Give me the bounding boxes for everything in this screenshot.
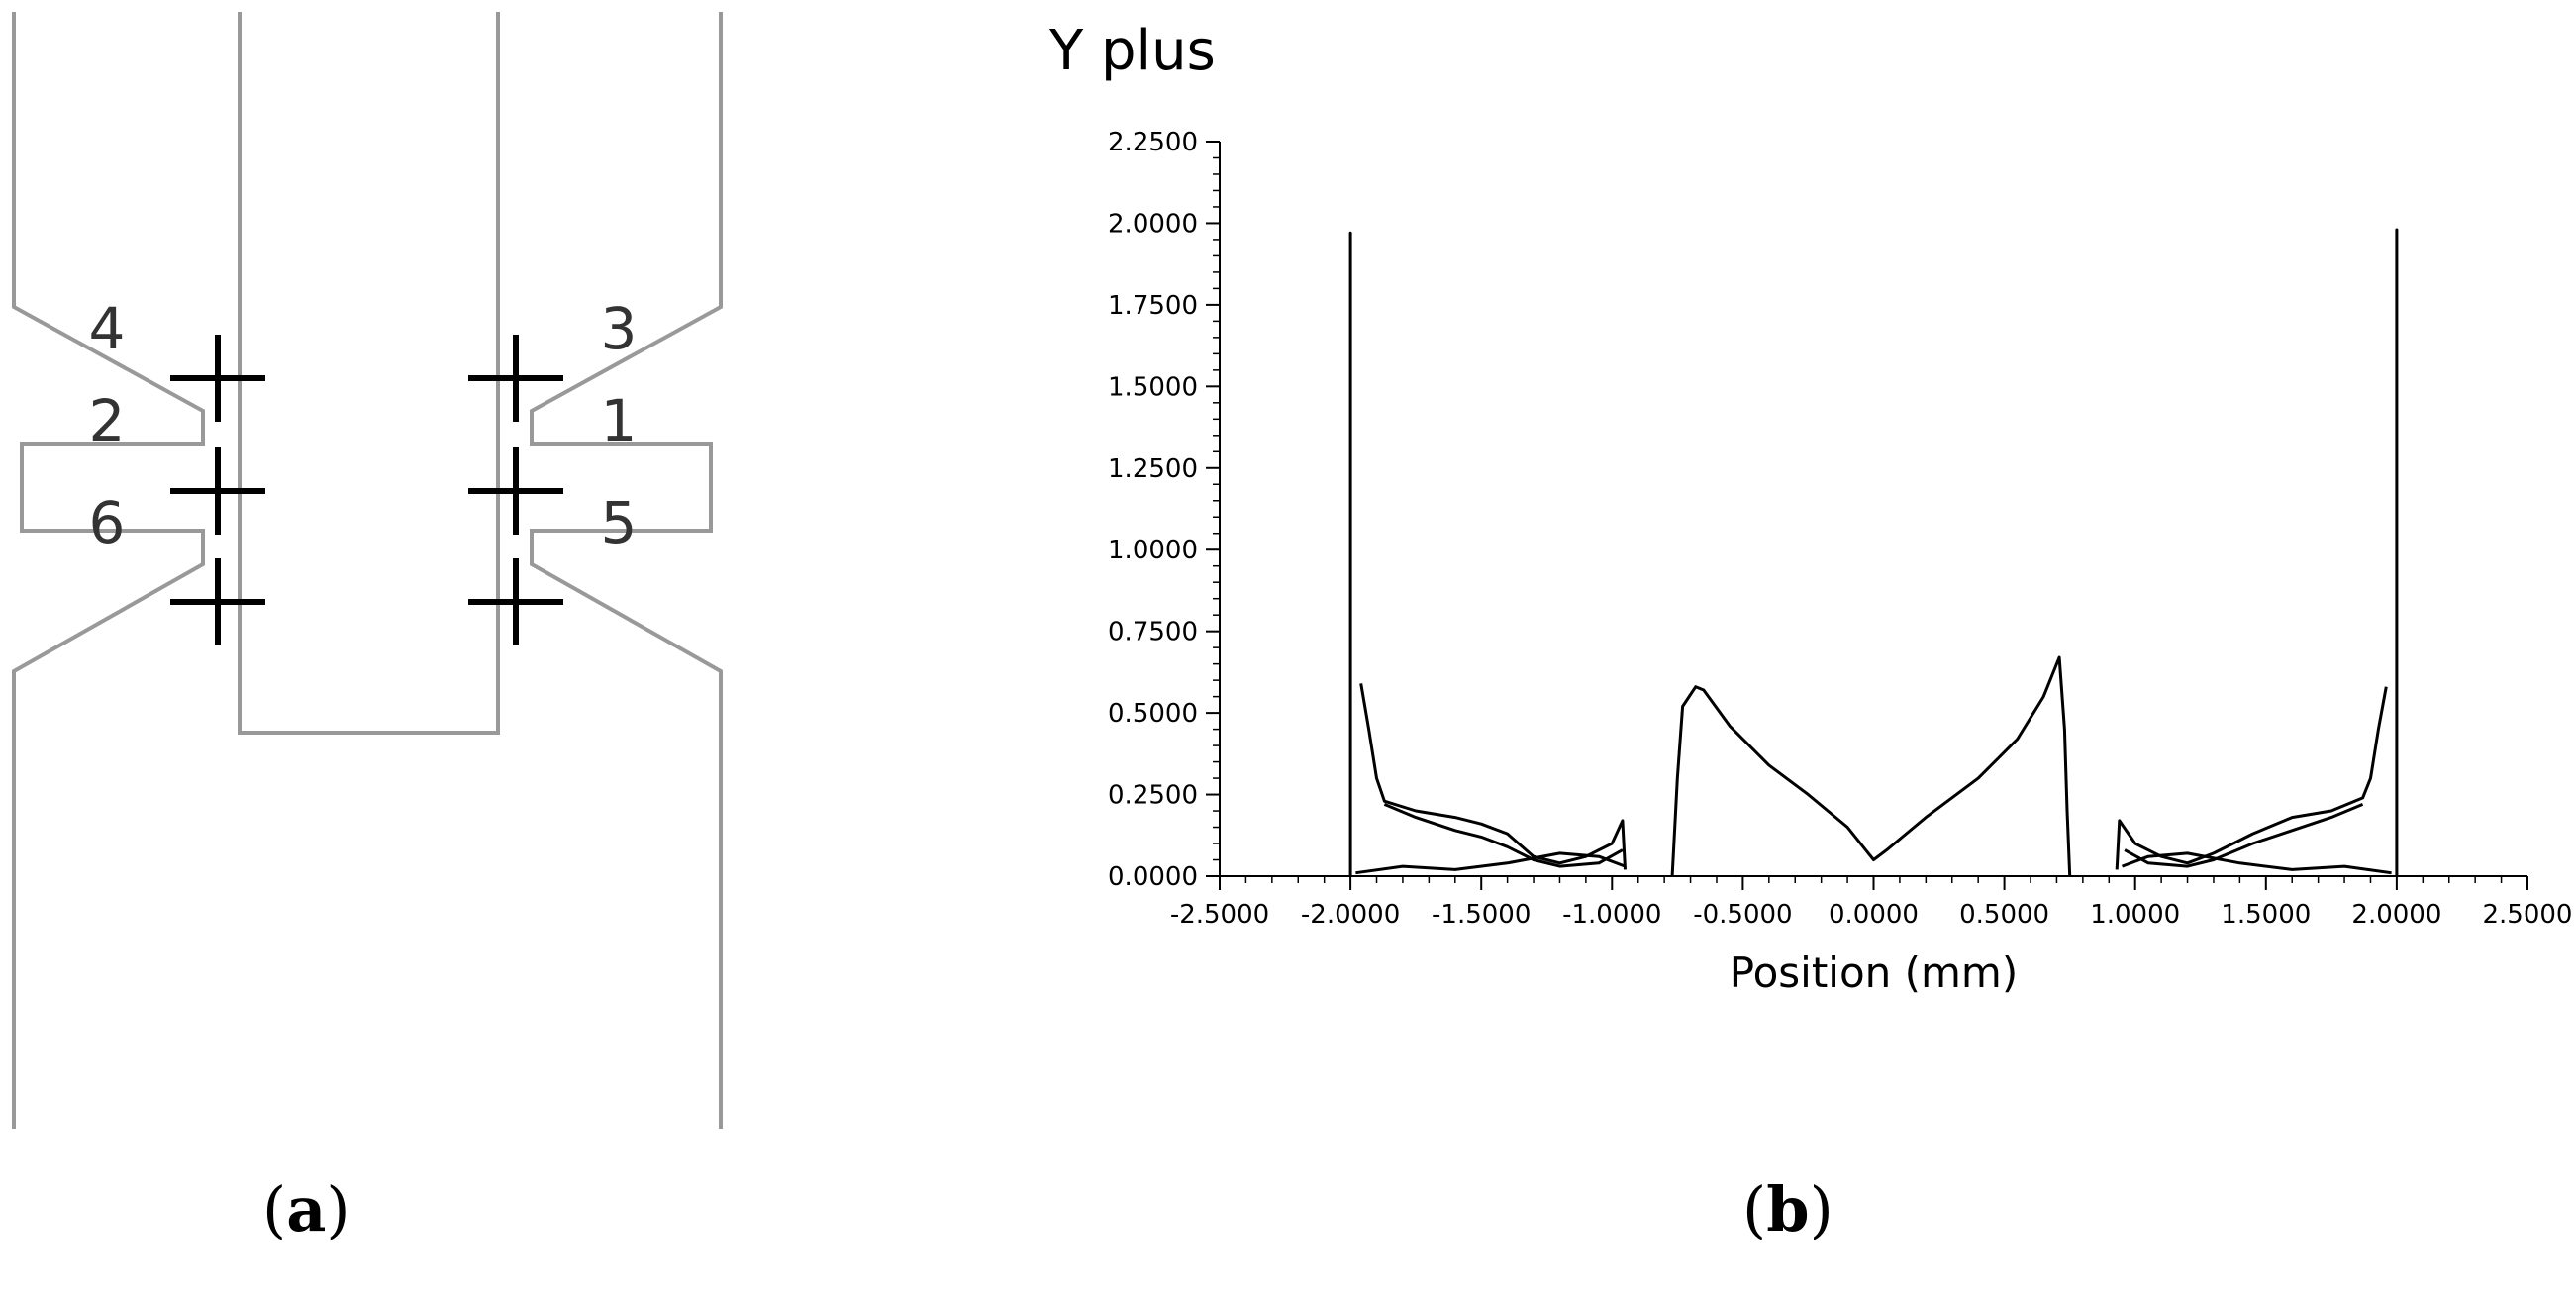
y-tick-label: 0.7500 (1108, 618, 1198, 647)
yplus-series-line-8 (2121, 851, 2392, 875)
location-label-4: 4 (89, 295, 126, 362)
geometry-diagram: 1 2 3 4 5 6 (12, 12, 723, 1129)
y-tick-label: 1.2500 (1108, 454, 1198, 484)
x-tick-label: 2.0000 (2351, 900, 2441, 930)
location-label-2: 2 (89, 387, 126, 454)
yplus-series-line-5 (1670, 655, 2072, 877)
x-tick-label: -0.5000 (1693, 900, 1792, 930)
x-tick-label: -1.0000 (1562, 900, 1661, 930)
monitor-cross-marker (170, 335, 265, 422)
yplus-series-line-4 (1355, 851, 1627, 875)
right-outer-wall (530, 12, 723, 1129)
x-tick-label: -2.0000 (1301, 900, 1400, 930)
monitor-cross-marker (468, 447, 563, 535)
yplus-series-line-7 (2124, 803, 2364, 868)
panel-b-chart: Y plus 0.0000 0.2500 0.5000 0.7500 1.0000 1.25… (990, 0, 2576, 1290)
monitor-cross-marker (468, 558, 563, 645)
x-tick-label: 0.0000 (1829, 900, 1919, 930)
panel-a-geometry: 1 2 3 4 5 6 (a) (0, 0, 990, 1290)
monitor-cross-marker (468, 335, 563, 422)
y-tick-label: 1.0000 (1108, 536, 1198, 565)
chart-title: Y plus (1048, 19, 1216, 83)
y-tick-label: 2.2500 (1108, 128, 1198, 157)
monitor-markers (170, 335, 563, 645)
y-tick-label: 0.5000 (1108, 699, 1198, 729)
x-tick-label: 0.5000 (1959, 900, 2049, 930)
location-label-1: 1 (601, 387, 638, 454)
monitor-cross-marker (170, 558, 265, 645)
x-axis-label: Position (mm) (1730, 948, 2018, 997)
geometry-outline (12, 12, 723, 1129)
inner-body (238, 12, 500, 735)
yplus-series-line-2 (1359, 683, 1627, 870)
y-tick-label: 2.0000 (1108, 209, 1198, 239)
x-tick-label: 2.5000 (2483, 900, 2573, 930)
location-label-3: 3 (601, 295, 638, 362)
y-tick-label: 0.2500 (1108, 781, 1198, 811)
y-tick-label: 1.5000 (1108, 372, 1198, 402)
yplus-series-line-3 (1383, 803, 1624, 868)
y-tick-label: 0.0000 (1108, 862, 1198, 892)
location-label-6: 6 (89, 489, 126, 556)
yplus-series-line-6 (2115, 686, 2388, 870)
x-tick-label: -2.5000 (1170, 900, 1269, 930)
caption-b: (b) (1742, 1173, 1833, 1245)
caption-a: (a) (262, 1173, 350, 1245)
left-outer-wall (12, 12, 205, 1129)
x-tick-label: -1.5000 (1432, 900, 1531, 930)
x-tick-label: 1.5000 (2221, 900, 2311, 930)
y-tick-label: 1.7500 (1108, 291, 1198, 321)
yplus-chart: Y plus 0.0000 0.2500 0.5000 0.7500 1.0000 1.25… (1048, 19, 2573, 997)
location-label-5: 5 (601, 489, 638, 556)
x-tick-label: 1.0000 (2090, 900, 2180, 930)
monitor-cross-marker (170, 447, 265, 535)
